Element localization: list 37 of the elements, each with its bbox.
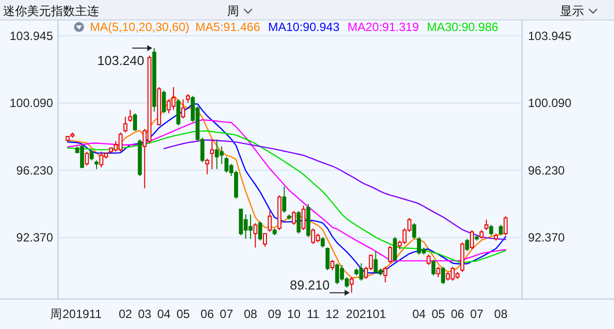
x-tick-label: 07 bbox=[470, 307, 484, 321]
text: 周 bbox=[227, 4, 239, 18]
y-tick-label: 103.945 bbox=[10, 28, 54, 43]
x-tick-label: 08 bbox=[244, 307, 258, 321]
x-tick-label: 05 bbox=[432, 307, 446, 321]
text: MA5:91.466 bbox=[195, 20, 260, 34]
x-tick-label: 10 bbox=[287, 307, 301, 321]
y-tick-label: 96.230 bbox=[16, 163, 54, 178]
x-tick-label: 02 bbox=[118, 307, 132, 321]
annotation: 103.240 bbox=[97, 53, 144, 68]
x-tick-label: 08 bbox=[494, 307, 508, 321]
annotation: 89.210 bbox=[290, 278, 330, 293]
chart-title: 迷你美元指数主连 bbox=[3, 4, 99, 18]
x-tick-label: 11 bbox=[306, 307, 320, 321]
x-tick-label: 06 bbox=[450, 307, 464, 321]
x-tick-label: 04 bbox=[157, 307, 171, 321]
text: MA20:91.319 bbox=[348, 20, 420, 34]
y2-tick-label: 100.090 bbox=[528, 96, 572, 110]
x-tick-label: 03 bbox=[138, 307, 152, 321]
text: MA10:90.943 bbox=[268, 20, 340, 34]
x-tick-label: 05 bbox=[176, 307, 190, 321]
x-tick-label: 07 bbox=[220, 307, 234, 321]
y2-tick-label: 96.230 bbox=[528, 163, 566, 178]
y2-tick-label: 92.370 bbox=[528, 230, 566, 245]
x-tick-label: 06 bbox=[200, 307, 214, 321]
y2-tick-label: 103.945 bbox=[528, 28, 572, 43]
x-tick-label: 202101 bbox=[346, 307, 386, 321]
x-tick-label: 12 bbox=[326, 307, 340, 321]
x-tick-label: 04 bbox=[412, 307, 426, 321]
text: MA30:90.986 bbox=[426, 20, 499, 34]
x-tick-label: 09 bbox=[268, 307, 282, 321]
y-tick-label: 100.090 bbox=[10, 96, 54, 110]
legend-title: MA(5,10,20,30,60) bbox=[90, 20, 190, 34]
y-tick-label: 92.370 bbox=[16, 230, 54, 245]
text: 显示 bbox=[560, 4, 584, 18]
x-tick-label: 201911 bbox=[62, 307, 102, 321]
x-axis-title: 周 bbox=[50, 307, 62, 321]
